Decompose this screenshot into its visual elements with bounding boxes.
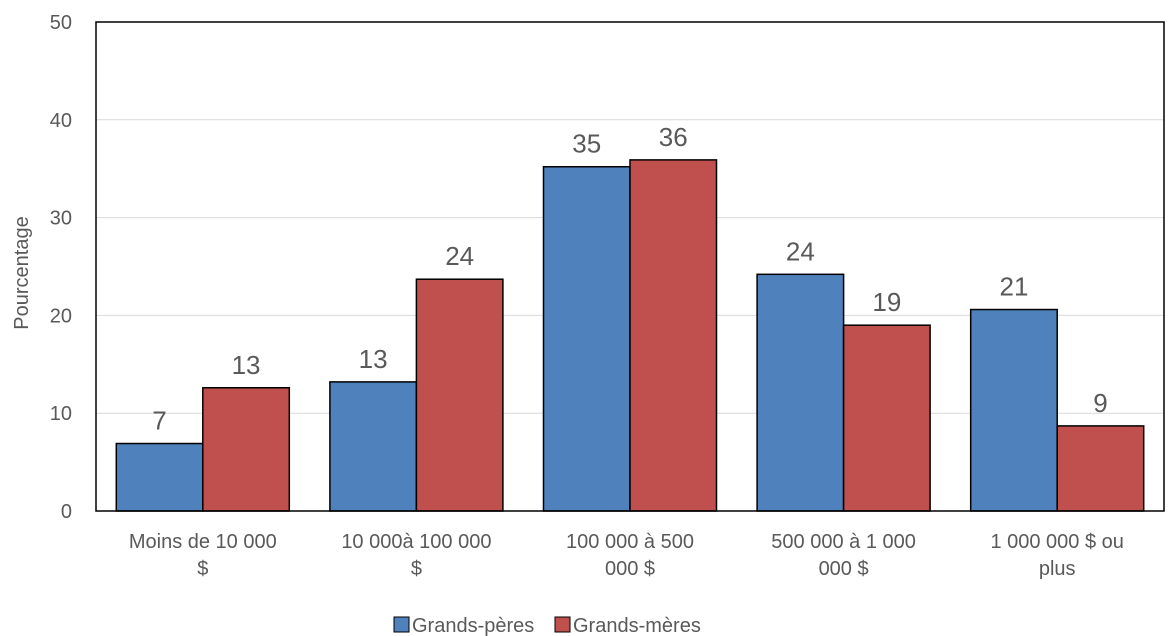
x-tick-label: Moins de 10 000	[129, 531, 277, 553]
data-label: 13	[359, 344, 388, 374]
y-tick-labels: 0 10 20 30 40 50	[50, 12, 72, 523]
data-label: 9	[1093, 388, 1107, 418]
x-tick-label: plus	[1039, 558, 1076, 580]
plot-border	[95, 21, 1165, 512]
bar-grands-peres	[756, 273, 845, 512]
x-tick-label: 10 000à 100 000	[341, 531, 491, 553]
bar-grands-meres	[629, 159, 718, 512]
data-label: 7	[152, 406, 166, 436]
legend-swatch-grands-meres	[554, 616, 571, 633]
y-tick-label: 50	[50, 12, 72, 34]
y-tick-label: 30	[50, 208, 72, 230]
x-tick-label: 000 $	[605, 558, 655, 580]
bar-grands-meres	[202, 387, 291, 512]
x-tick-label: 1 000 000 $ ou	[990, 531, 1123, 553]
data-label: 24	[445, 241, 474, 271]
x-tick-label: 100 000 à 500	[566, 531, 694, 553]
bar-grands-peres	[542, 165, 631, 512]
legend: Grands-pères Grands-mères	[393, 615, 701, 636]
bar-grands-peres	[329, 381, 418, 512]
bar-grands-meres	[415, 278, 504, 512]
x-tick-label: $	[197, 558, 208, 580]
legend-label: Grands-mères	[573, 615, 701, 636]
x-tick-label: 000 $	[819, 558, 869, 580]
y-tick-label: 20	[50, 305, 72, 327]
bar-grands-meres	[842, 324, 931, 512]
data-label: 36	[659, 122, 688, 152]
legend-swatch-grands-peres	[393, 616, 410, 633]
plot-frame	[95, 21, 1165, 512]
data-labels: 7 13 13 24 35 36 24 19 21 9	[152, 122, 1107, 436]
data-label: 13	[232, 350, 261, 380]
y-tick-label: 10	[50, 403, 72, 425]
y-tick-label: 40	[50, 110, 72, 132]
legend-label: Grands-pères	[412, 615, 534, 636]
data-label: 24	[786, 236, 815, 266]
bar-grands-peres	[969, 308, 1058, 512]
data-label: 19	[872, 287, 901, 317]
bar-grands-meres	[1056, 425, 1145, 512]
y-axis-label: Pourcentage	[11, 216, 33, 329]
x-tick-label: $	[411, 558, 422, 580]
x-tick-labels: Moins de 10 000 $10 000à 100 000 $100 000 …	[129, 531, 1124, 580]
data-label: 35	[572, 129, 601, 159]
y-tick-label: 0	[61, 501, 72, 523]
bars	[115, 159, 1145, 512]
x-tick-label: 500 000 à 1 000	[771, 531, 916, 553]
bar-grands-peres	[115, 442, 204, 512]
data-label: 21	[999, 272, 1028, 302]
